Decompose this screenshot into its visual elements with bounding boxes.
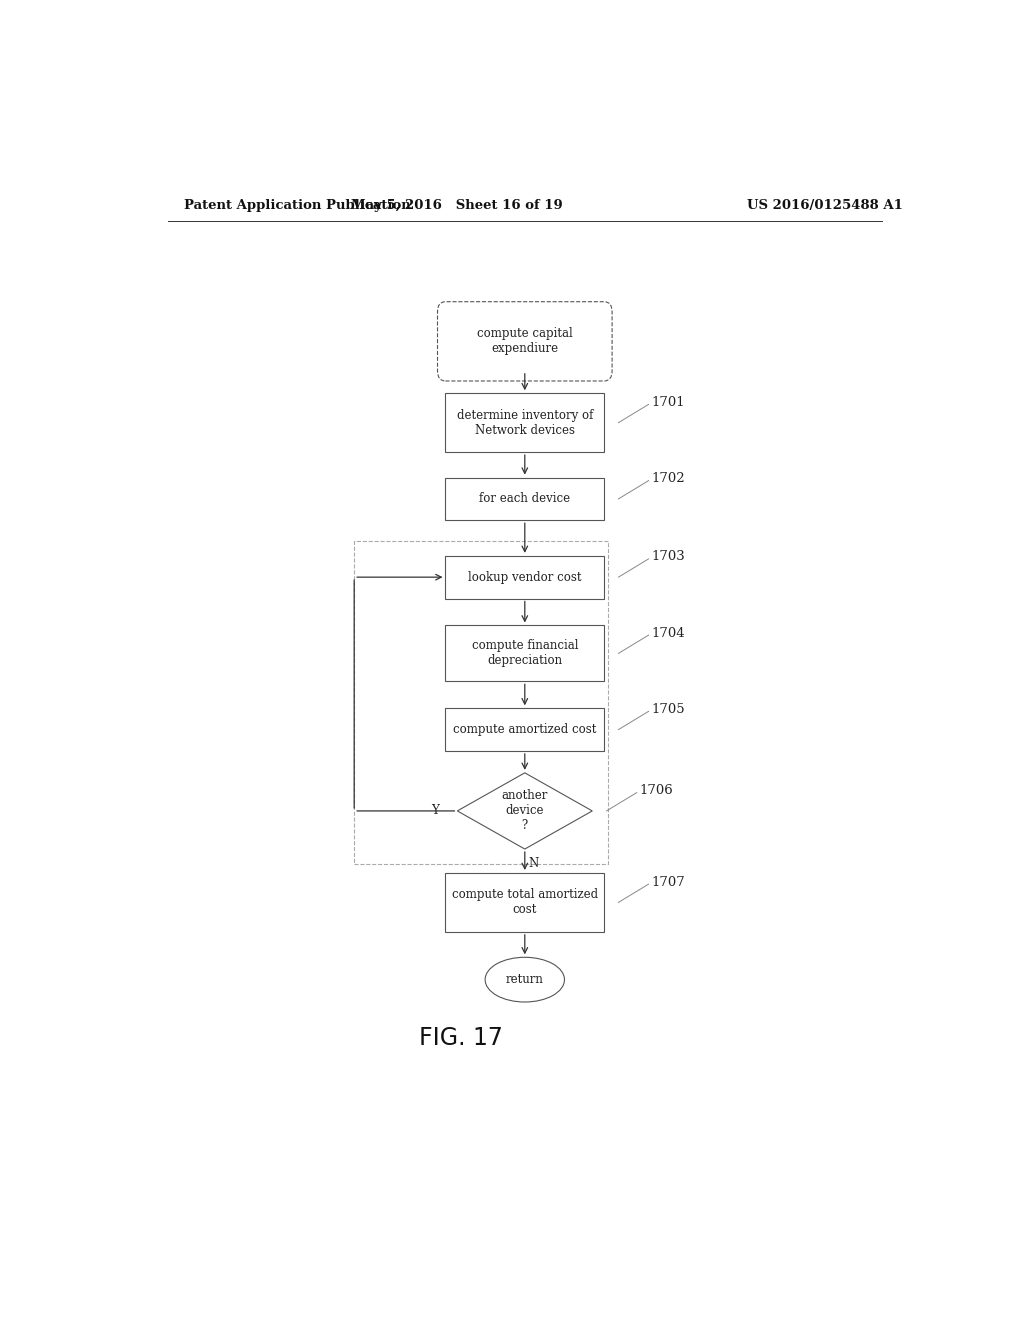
Text: 1701: 1701	[652, 396, 685, 409]
Text: compute amortized cost: compute amortized cost	[453, 723, 597, 737]
Text: compute total amortized
cost: compute total amortized cost	[452, 888, 598, 916]
Text: 1706: 1706	[640, 784, 674, 797]
Text: lookup vendor cost: lookup vendor cost	[468, 570, 582, 583]
Bar	[445, 478, 604, 520]
Text: 1704: 1704	[652, 627, 685, 640]
Text: compute financial
depreciation: compute financial depreciation	[471, 639, 579, 668]
Bar	[445, 873, 604, 932]
Text: May 5, 2016   Sheet 16 of 19: May 5, 2016 Sheet 16 of 19	[351, 198, 563, 211]
Text: FIG. 17: FIG. 17	[420, 1026, 503, 1049]
Text: 1705: 1705	[652, 702, 685, 715]
Bar	[445, 709, 604, 751]
Text: 1703: 1703	[652, 550, 685, 564]
Bar	[445, 556, 604, 598]
Text: return: return	[506, 973, 544, 986]
Polygon shape	[458, 772, 592, 849]
Text: for each device: for each device	[479, 492, 570, 506]
Text: compute capital
expendiure: compute capital expendiure	[477, 327, 572, 355]
FancyBboxPatch shape	[437, 302, 612, 381]
Text: 1702: 1702	[652, 473, 685, 484]
Text: Patent Application Publication: Patent Application Publication	[183, 198, 411, 211]
Bar	[445, 626, 604, 681]
Text: determine inventory of
Network devices: determine inventory of Network devices	[457, 409, 593, 437]
Text: another
device
?: another device ?	[502, 789, 548, 833]
Ellipse shape	[485, 957, 564, 1002]
Bar	[445, 393, 604, 453]
Text: N: N	[528, 857, 539, 870]
Text: Y: Y	[431, 804, 439, 817]
Text: 1707: 1707	[652, 875, 685, 888]
Text: US 2016/0125488 A1: US 2016/0125488 A1	[748, 198, 903, 211]
Bar	[354, 541, 608, 865]
